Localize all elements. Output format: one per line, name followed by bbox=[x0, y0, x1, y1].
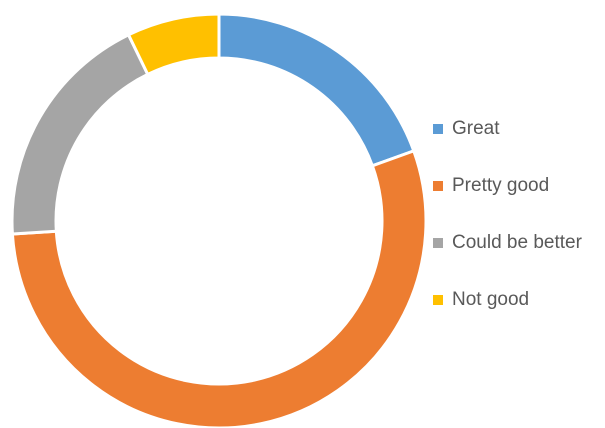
donut-slice-great bbox=[217, 12, 416, 168]
legend-swatch bbox=[433, 294, 443, 305]
legend-swatch bbox=[433, 180, 443, 191]
donut-slices bbox=[10, 12, 428, 428]
legend-label: Pretty good bbox=[452, 174, 550, 196]
legend-label: Great bbox=[452, 117, 500, 139]
donut-slice-could-be-better bbox=[10, 32, 150, 236]
legend-label: Not good bbox=[452, 288, 530, 310]
legend-label: Could be better bbox=[452, 231, 582, 253]
legend-swatch bbox=[433, 123, 443, 134]
legend-item-could-be-better: Could be better bbox=[433, 214, 582, 271]
legend-item-pretty-good: Pretty good bbox=[433, 157, 582, 214]
donut-chart bbox=[10, 12, 428, 428]
legend-swatch bbox=[433, 237, 443, 248]
legend-item-not-good: Not good bbox=[433, 271, 582, 328]
legend-item-great: Great bbox=[433, 100, 582, 157]
legend: Great Pretty good Could be better Not go… bbox=[433, 100, 582, 328]
donut-slice-not-good bbox=[126, 12, 221, 77]
donut-slice-pretty-good bbox=[10, 148, 428, 428]
